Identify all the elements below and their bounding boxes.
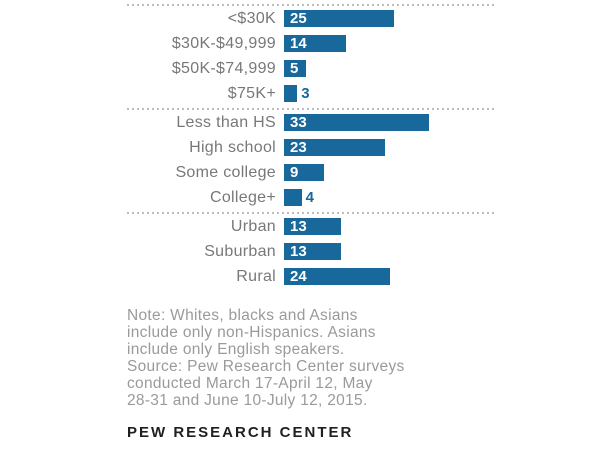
- value-label: 33: [290, 114, 307, 131]
- category-label: Rural: [236, 267, 276, 285]
- bar: 14: [284, 35, 346, 52]
- bar: 23: [284, 139, 386, 156]
- value-label: 24: [290, 268, 307, 285]
- bar-row: $75K+ 3: [127, 81, 495, 106]
- category-label: Suburban: [204, 242, 276, 260]
- bar-row: Less than HS 33: [127, 110, 495, 135]
- category-label: Less than HS: [176, 113, 276, 131]
- bar-row: High school 23: [127, 135, 495, 160]
- bar-area: 33: [284, 114, 430, 131]
- pew-research-center-wordmark: PEW RESEARCH CENTER: [127, 424, 354, 441]
- bar-area: 25: [284, 10, 394, 27]
- note-line: Source: Pew Research Center surveys: [127, 358, 405, 375]
- bar-chart: <$30K 25 $30K-$49,999 14 $50K-$74,999 5 $75K+ 3…: [127, 4, 495, 291]
- bar: 25: [284, 10, 394, 27]
- category-label: Urban: [230, 217, 276, 235]
- value-label: 5: [290, 60, 299, 77]
- note-line: include only non-Hispanics. Asians: [127, 324, 376, 341]
- category-label: College+: [209, 188, 276, 206]
- bar-area: 5: [284, 60, 306, 77]
- category-label: <$30K: [227, 9, 276, 27]
- value-label: 14: [290, 35, 307, 52]
- note-line: include only English speakers.: [127, 341, 345, 358]
- bar-row: $30K-$49,999 14: [127, 31, 495, 56]
- note-line: Note: Whites, blacks and Asians: [127, 307, 358, 324]
- bar: 13: [284, 218, 342, 235]
- bar: 9: [284, 164, 324, 181]
- value-label: 13: [290, 243, 307, 260]
- bar: 13: [284, 243, 342, 260]
- value-label: 9: [290, 164, 299, 181]
- bar: [284, 189, 302, 206]
- note-line: 28-31 and June 10-July 12, 2015.: [127, 392, 368, 409]
- bar-row: Some college 9: [127, 160, 495, 185]
- category-label: Some college: [175, 163, 276, 181]
- category-label: $30K-$49,999: [171, 34, 276, 52]
- bar-row: <$30K 25: [127, 6, 495, 31]
- category-label: High school: [189, 138, 276, 156]
- value-label: 25: [290, 10, 307, 27]
- bar-area: 3: [284, 85, 310, 102]
- bar-row: Rural 24: [127, 264, 495, 289]
- category-label: $75K+: [227, 84, 276, 102]
- bar-area: 9: [284, 164, 324, 181]
- note-line: conducted March 17-April 12, May: [127, 375, 373, 392]
- bar: 24: [284, 268, 390, 285]
- bar-area: 4: [284, 189, 314, 206]
- bar-row: $50K-$74,999 5: [127, 56, 495, 81]
- chart-section-education: Less than HS 33 High school 23 Some college 9…: [127, 108, 495, 212]
- note-source-text: Note: Whites, blacks and Asians include o…: [127, 307, 600, 409]
- bar-row: Urban 13: [127, 214, 495, 239]
- chart-section-income: <$30K 25 $30K-$49,999 14 $50K-$74,999 5 $75K+ 3: [127, 4, 495, 108]
- bar: [284, 85, 298, 102]
- bar-area: 13: [284, 243, 342, 260]
- bar-row: Suburban 13: [127, 239, 495, 264]
- value-label: 4: [305, 189, 314, 206]
- value-label: 13: [290, 218, 307, 235]
- value-label: 3: [301, 85, 310, 102]
- bar-area: 14: [284, 35, 346, 52]
- bar-area: 23: [284, 139, 386, 156]
- category-label: $50K-$74,999: [171, 59, 276, 77]
- bar: 5: [284, 60, 306, 77]
- chart-section-community: Urban 13 Suburban 13 Rural 24: [127, 212, 495, 291]
- bar-area: 13: [284, 218, 342, 235]
- value-label: 23: [290, 139, 307, 156]
- bar-area: 24: [284, 268, 390, 285]
- bar: 33: [284, 114, 430, 131]
- bar-row: College+ 4: [127, 185, 495, 210]
